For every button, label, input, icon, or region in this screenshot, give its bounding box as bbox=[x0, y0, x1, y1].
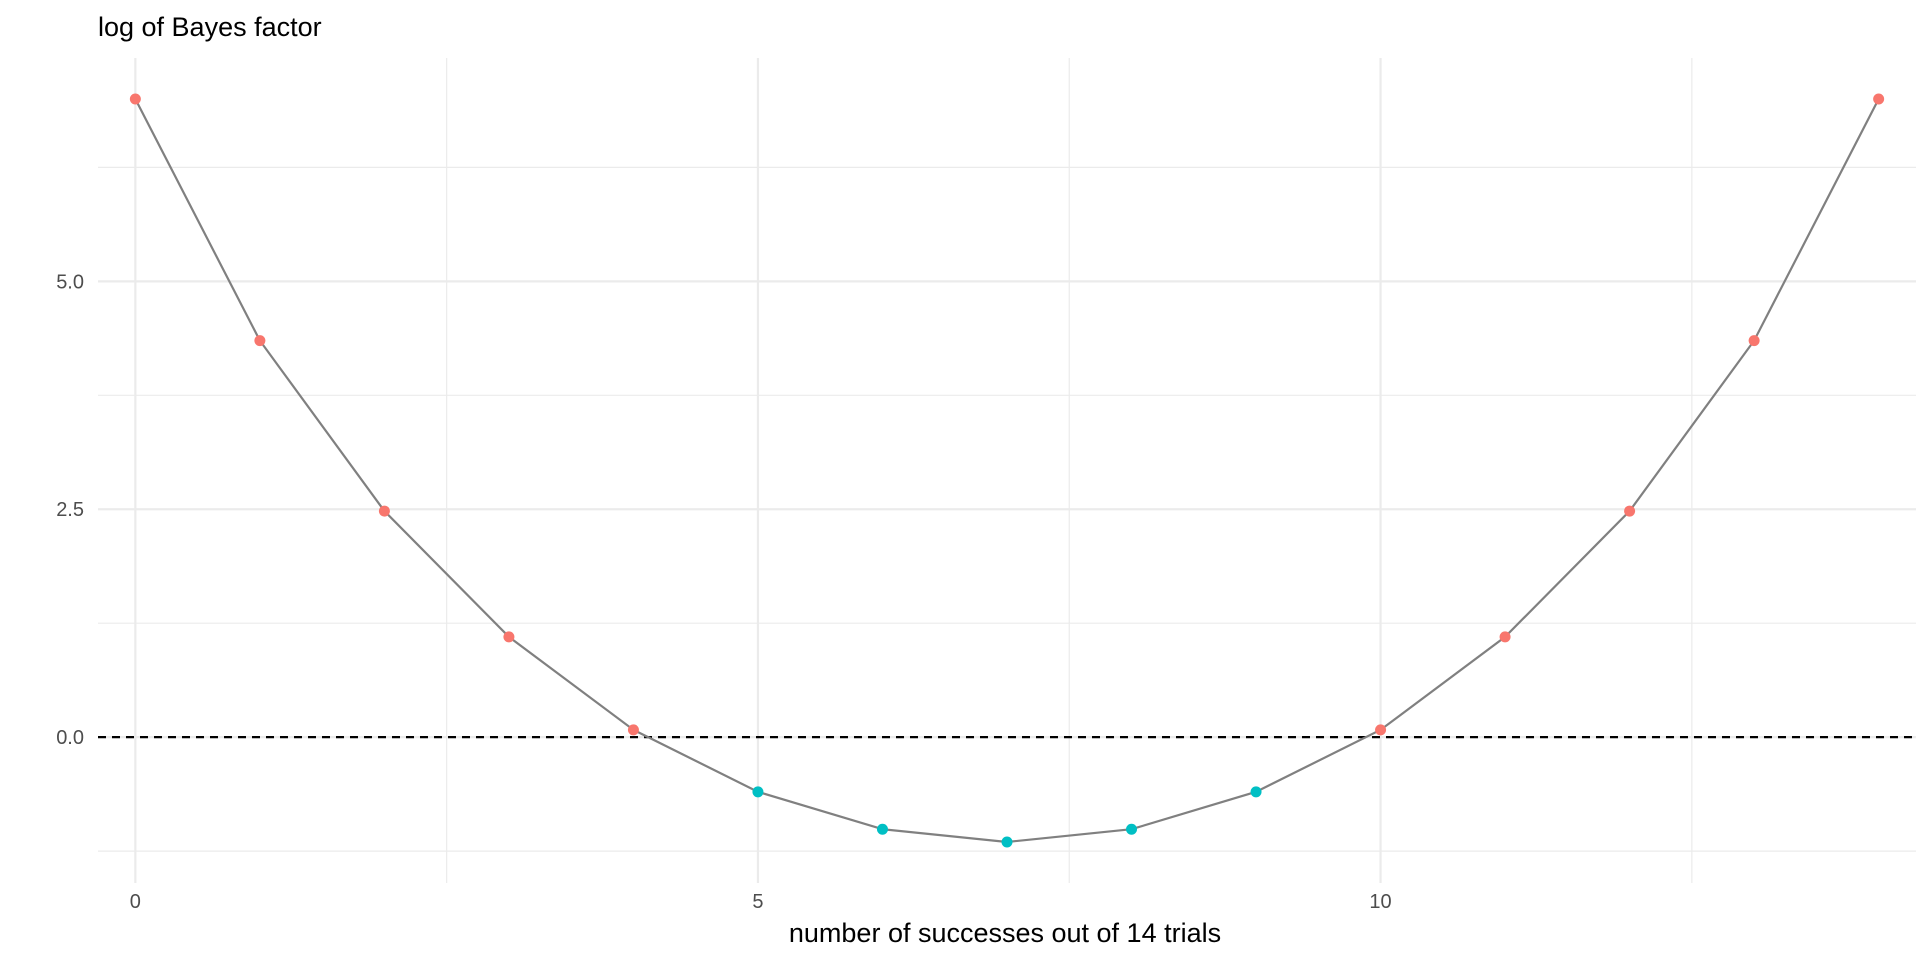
data-point bbox=[1250, 786, 1262, 798]
data-point bbox=[876, 823, 888, 835]
minor-gridlines bbox=[98, 58, 1916, 883]
x-tick-label: 0 bbox=[130, 891, 141, 913]
x-tick-labels: 0 5 10 bbox=[130, 891, 1392, 913]
series-line bbox=[134, 98, 1880, 844]
y-tick-label: 0.0 bbox=[56, 727, 84, 749]
data-point bbox=[503, 631, 515, 643]
data-point bbox=[752, 786, 764, 798]
data-point bbox=[129, 93, 141, 105]
major-gridlines bbox=[98, 58, 1916, 883]
data-point bbox=[627, 724, 639, 736]
data-point bbox=[1001, 836, 1013, 848]
data-point bbox=[1126, 823, 1138, 835]
data-point bbox=[1375, 724, 1387, 736]
x-axis-label: number of successes out of 14 trials bbox=[789, 918, 1221, 948]
data-points bbox=[129, 93, 1885, 848]
y-axis-label: log of Bayes factor bbox=[98, 12, 322, 42]
x-tick-label: 10 bbox=[1369, 891, 1391, 913]
y-tick-label: 2.5 bbox=[56, 499, 84, 521]
data-point bbox=[254, 335, 266, 347]
data-point bbox=[1499, 631, 1511, 643]
x-tick-label: 5 bbox=[752, 891, 763, 913]
series-line-group bbox=[134, 98, 1880, 844]
data-point bbox=[1748, 335, 1760, 347]
y-tick-labels: 0.0 2.5 5.0 bbox=[56, 271, 84, 749]
data-point bbox=[1873, 93, 1885, 105]
y-tick-label: 5.0 bbox=[56, 271, 84, 293]
data-point bbox=[378, 505, 390, 517]
data-point bbox=[1624, 505, 1636, 517]
